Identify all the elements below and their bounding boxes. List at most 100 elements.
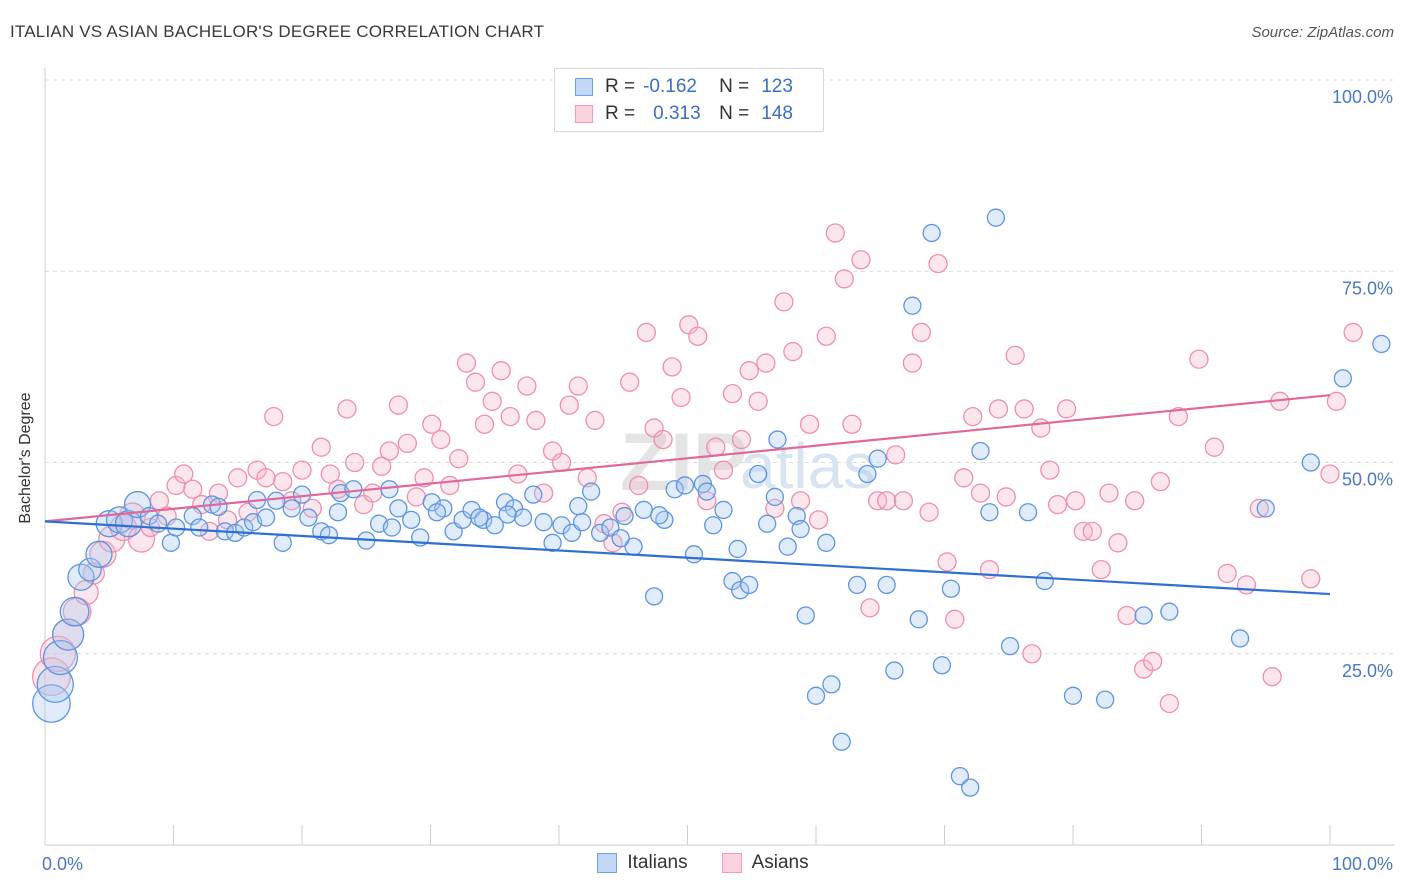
point-asians [970,483,991,503]
point-asians [1168,406,1189,427]
point-italians [590,523,610,543]
point-asians [264,406,284,427]
point-asians [320,464,340,484]
gridlines [45,79,1395,655]
point-italians [513,508,533,527]
point-asians [893,491,914,511]
point-asians [273,471,293,492]
n-value-asians: 148 [761,103,793,124]
series-legend: Italians Asians [0,852,1406,874]
point-asians [706,437,726,457]
asians-swatch [721,853,742,873]
point-asians [748,391,768,411]
point-italians [389,499,408,518]
point-italians [822,675,841,694]
point-italians [85,540,113,568]
point-asians [1099,483,1119,503]
point-italians [650,506,669,525]
point-italians [877,575,896,595]
point-asians [228,468,248,488]
point-asians [585,410,605,431]
point-asians [996,487,1016,507]
point-asians [937,552,957,572]
point-italians [868,449,887,468]
point-italians [644,587,664,606]
point-asians [465,372,486,392]
point-italians [319,526,339,545]
point-italians [51,618,85,651]
trend-line-italians [44,520,1331,596]
point-italians [634,500,653,520]
point-asians [491,361,511,381]
legend-asians[interactable]: Asians [721,852,809,874]
r-label: R = [605,76,636,97]
point-italians [909,610,928,629]
point-italians [728,539,747,559]
n-value-italians: 123 [761,76,793,97]
point-asians [902,353,923,373]
point-italians [42,639,79,676]
point-asians [1005,345,1025,366]
point-asians [919,502,939,522]
axes [44,68,1395,846]
italians-swatch [575,78,593,96]
point-asians [722,383,743,404]
point-italians [1035,571,1054,591]
point-italians [714,500,733,520]
r-label: R = [605,103,636,124]
point-italians [932,656,952,675]
point-asians [1125,491,1145,511]
point-italians [282,499,301,518]
point-italians [1256,499,1275,518]
point-italians [380,480,399,499]
point-asians [517,376,537,396]
point-asians [671,387,691,408]
point-asians [345,452,365,473]
x-tick-label-min: 0.0% [42,854,83,874]
point-asians [739,361,759,381]
point-asians [482,391,502,411]
point-italians [704,516,723,535]
point-italians [1372,334,1391,354]
point-italians [569,496,588,516]
point-italians [847,575,867,595]
point-asians [363,483,383,503]
point-asians [1082,521,1102,541]
n-label: N = [719,103,750,124]
point-asians [911,322,932,343]
point-asians [440,475,460,496]
point-asians [954,468,974,488]
point-italians [611,529,630,548]
point-asians [1065,491,1086,511]
point-asians [568,376,588,396]
point-italians [299,508,318,527]
point-asians [1236,575,1257,595]
point-asians [963,406,983,427]
point-italians [1000,636,1020,656]
point-italians [961,778,980,797]
point-asians [292,460,312,480]
point-asians [311,437,331,457]
point-asians [877,491,897,511]
point-asians [256,468,276,488]
point-asians [406,487,427,507]
point-italians [462,500,481,520]
point-asians [851,250,871,270]
point-italians [731,581,750,600]
legend-italians-label: Italians [627,852,688,873]
point-asians [834,269,854,289]
trend-lines [44,394,1331,596]
point-asians [860,598,880,618]
point-italians [273,533,292,552]
italians-swatch [597,853,618,873]
point-asians [551,452,572,473]
point-asians [183,479,203,499]
point-italians [1063,686,1083,705]
legend-asians-label: Asians [751,852,809,873]
point-italians [498,505,517,524]
point-asians [774,292,794,312]
n-label: N = [719,76,750,97]
legend-italians[interactable]: Italians [597,852,688,874]
point-italians [768,430,787,449]
point-italians [885,661,904,680]
